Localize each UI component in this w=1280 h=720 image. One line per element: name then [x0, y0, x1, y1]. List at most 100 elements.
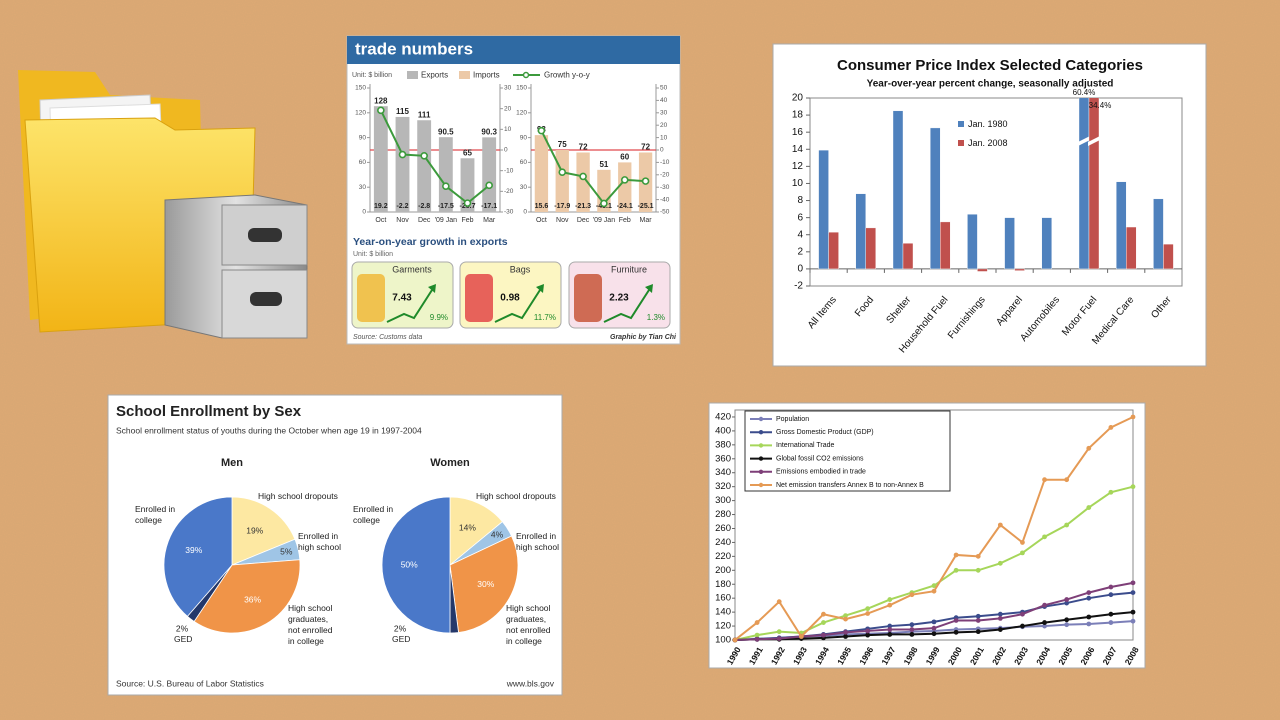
series-marker: [1086, 590, 1092, 596]
y-tick-label: 300: [715, 495, 731, 506]
y2-tick-label: -30: [504, 209, 514, 216]
series-marker: [931, 588, 937, 594]
series-marker: [975, 618, 981, 623]
y-tick-label: 180: [715, 579, 731, 590]
cabinet-icon: [164, 194, 308, 339]
y-tick-label: 30: [359, 184, 367, 191]
line-legend-box: [744, 410, 951, 492]
pie-slice: [449, 535, 519, 633]
item-growth: 11.7%: [534, 313, 556, 322]
y-tick-label: 30: [520, 184, 528, 191]
pie-value-label: 2%: [394, 623, 407, 633]
pie-category-label: Enrolled in high school: [298, 531, 341, 552]
growth-value-label: -2.8: [418, 203, 430, 210]
legend-marker: [758, 482, 764, 488]
x-tick-label: Mar: [483, 217, 496, 224]
cpi-card: [772, 43, 1207, 367]
bar: [940, 221, 951, 270]
item-growth: 1.3%: [647, 313, 665, 322]
label-line: high school: [298, 542, 341, 552]
legend-marker: [758, 469, 764, 474]
series-marker: [1130, 414, 1136, 420]
pie-value-label: 4%: [491, 529, 504, 539]
series-marker: [865, 632, 871, 638]
growth-value-label: 19.2: [374, 203, 388, 210]
y-tick-label: 6: [797, 212, 803, 223]
legend-swatch: [459, 71, 470, 79]
series-marker: [821, 632, 826, 638]
bar: [482, 137, 497, 212]
series-marker: [953, 629, 959, 635]
trade-source: Source: Customs data: [353, 334, 422, 341]
bar: [1125, 226, 1137, 270]
bar: [1041, 217, 1053, 270]
legend-swatch: [958, 140, 964, 146]
bar: [1004, 217, 1015, 270]
series-marker: [997, 522, 1003, 528]
bar-value-label: 90.5: [438, 127, 454, 136]
growth-value-label: -17.9: [554, 203, 570, 210]
bar-value-label: 128: [374, 96, 388, 105]
y-tick-label: 0: [362, 209, 366, 216]
series-marker: [1064, 597, 1070, 602]
legend-label: Population: [776, 416, 809, 423]
pie-category-label: High school graduates, not enrolled in coll…: [288, 603, 333, 646]
x-tick-label: Dec: [418, 217, 431, 224]
series-marker: [843, 613, 848, 619]
y-tick-label: 420: [715, 411, 731, 422]
pie-slice: [231, 496, 296, 566]
pie-slice: [193, 559, 301, 634]
pie-value-label: 50%: [401, 559, 418, 569]
series-marker: [997, 560, 1003, 566]
bar: [460, 158, 475, 212]
y-tick-label: 90: [359, 134, 367, 141]
bar: [855, 193, 866, 270]
legend-marker: [758, 430, 764, 435]
series-marker: [1042, 534, 1047, 540]
series-marker: [1020, 550, 1025, 556]
bar-value-label: 75: [558, 140, 567, 149]
pie-value-label: 36%: [244, 594, 261, 604]
series-marker: [887, 597, 893, 602]
trade-credit: Graphic by Tian Chi: [610, 334, 677, 341]
series-marker: [1130, 484, 1136, 490]
y-tick-label: 400: [715, 425, 731, 436]
series-marker: [821, 620, 826, 625]
legend-swatch: [958, 121, 964, 127]
legend-label: Imports: [473, 71, 500, 80]
y2-tick-label: 30: [504, 85, 512, 92]
series-marker: [909, 622, 915, 628]
item-arrow: [536, 284, 544, 293]
series-marker: [1042, 620, 1047, 625]
legend-label: Emissions embodied in trade: [776, 469, 866, 476]
y-tick-label: 360: [715, 453, 731, 464]
item-arrow: [645, 284, 653, 293]
y2-tick-label: 10: [504, 126, 512, 133]
y-tick-label: 120: [355, 110, 366, 117]
label-line: Enrolled in: [135, 504, 175, 514]
item-arrow: [428, 284, 436, 293]
y-tick-label: 120: [715, 621, 731, 632]
y-tick-label: 0: [523, 209, 527, 216]
series-marker: [1086, 621, 1092, 627]
bar: [828, 231, 839, 270]
series-marker: [909, 632, 915, 637]
series-marker: [754, 620, 760, 625]
x-tick-label: Oct: [375, 217, 386, 224]
series-marker: [1042, 477, 1047, 483]
growth-marker: [558, 168, 567, 176]
series-marker: [865, 628, 871, 634]
growth-value-label: -17.1: [481, 203, 497, 210]
y-tick-label: 20: [792, 93, 804, 104]
axis-break: [1078, 136, 1090, 146]
series-marker: [1130, 618, 1136, 624]
series-marker: [843, 616, 848, 622]
item-value: 7.43: [392, 293, 412, 304]
series-marker: [1086, 445, 1092, 451]
pie-subtitle: School enrollment status of youths durin…: [116, 425, 422, 435]
series-marker: [1108, 584, 1114, 590]
series-marker: [1130, 590, 1136, 596]
series-marker: [1086, 614, 1092, 620]
series-marker: [1064, 522, 1070, 528]
